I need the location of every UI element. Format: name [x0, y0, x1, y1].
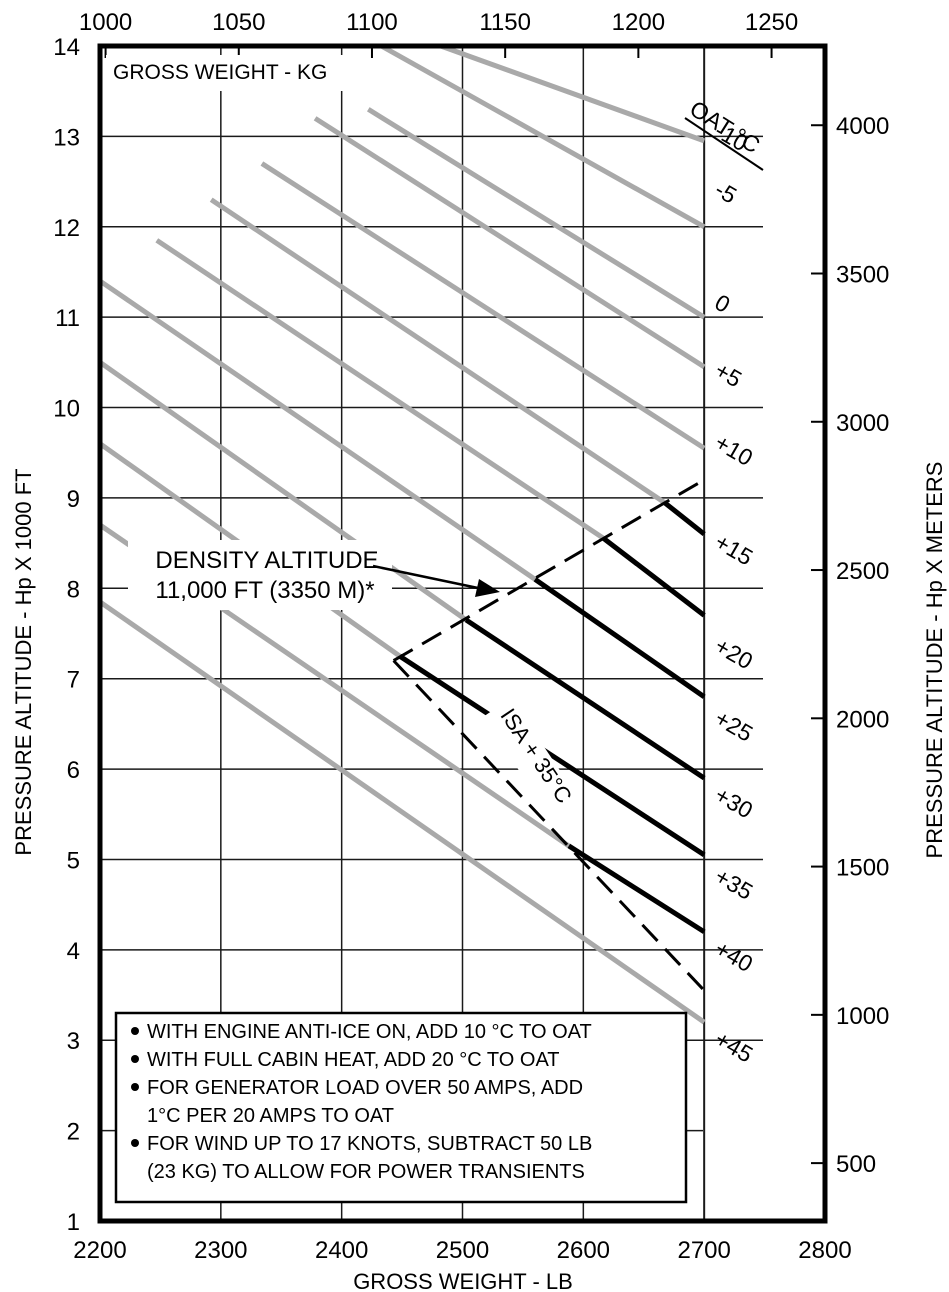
- y-tick-label: 3: [67, 1028, 80, 1055]
- oat-line: [98, 278, 537, 582]
- meter-tick-label: 4000: [836, 113, 889, 140]
- meter-tick-labels: 500 1000 1500 2000 2500 3000 3500 4000: [836, 113, 889, 1178]
- isa-label-bg: [482, 697, 581, 820]
- oat-line: [439, 43, 706, 144]
- meter-tick-label: 2000: [836, 706, 889, 733]
- x-tick-label: 2500: [436, 1237, 489, 1264]
- kg-tick-label: 1000: [79, 9, 132, 36]
- note-wind: FOR WIND UP TO 17 KNOTS, SUBTRACT 50 LB: [147, 1133, 592, 1155]
- plot-frame: [97, 43, 828, 1224]
- density-altitude-value: 11,000 FT (3350 M)*: [155, 577, 374, 604]
- oat-line-bold: [602, 536, 706, 618]
- note-bullet: [131, 1083, 139, 1091]
- note-generator-load: FOR GENERATOR LOAD OVER 50 AMPS, ADD: [147, 1077, 583, 1099]
- oat-line: [209, 197, 666, 505]
- y-tick-label: 12: [53, 215, 80, 242]
- x-tick-label: 2800: [798, 1237, 851, 1264]
- oat-line: [260, 161, 706, 451]
- y-tick-label: 1: [67, 1209, 80, 1236]
- meter-tick-label: 500: [836, 1151, 876, 1178]
- kg-tick-label: 1050: [212, 9, 265, 36]
- y-tick-label: 7: [67, 667, 80, 694]
- meter-tick-label: 3500: [836, 262, 889, 289]
- meter-tick-label: 2500: [836, 558, 889, 585]
- density-altitude-arrowhead: [475, 579, 500, 597]
- oat-line: [366, 107, 706, 320]
- x-tick-labels: 2200 2300 2400 2500 2600 2700 2800: [73, 1237, 851, 1264]
- density-altitude-line: [392, 478, 705, 662]
- kg-title-bg: [106, 55, 366, 91]
- isa-plus-35-line: [392, 659, 706, 992]
- oat-line: [98, 599, 706, 1025]
- oat-line-bold: [662, 500, 706, 537]
- y-tick-label: 6: [67, 757, 80, 784]
- note-bullet: [131, 1139, 139, 1147]
- y-tick-label: 9: [67, 486, 80, 513]
- y-axis-title: PRESSURE ALTITUDE - Hp X 1000 FT: [11, 468, 36, 855]
- kg-tick-labels: 1000 1050 1100 1150 1200 1250: [79, 9, 798, 36]
- meter-tick-label: 3000: [836, 410, 889, 437]
- x-axis-title: GROSS WEIGHT - LB: [353, 1269, 573, 1292]
- oat-line-bold: [567, 843, 706, 934]
- oat-line-bold: [533, 577, 706, 699]
- oat-line: [98, 360, 468, 622]
- x-tick-label: 2700: [677, 1237, 730, 1264]
- note-cabin-heat: WITH FULL CABIN HEAT, ADD 20 °C TO OAT: [147, 1049, 560, 1071]
- y2-axis-title: PRESSURE ALTITUDE - Hp X METERS: [922, 462, 947, 859]
- note-anti-ice: WITH ENGINE ANTI-ICE ON, ADD 10 °C TO OA…: [147, 1021, 592, 1043]
- oat-line-bold: [398, 654, 706, 857]
- density-altitude-annotation: DENSITY ALTITUDE 11,000 FT (3350 M)*: [128, 540, 500, 610]
- note-wind-cont: (23 KG) TO ALLOW FOR POWER TRANSIENTS: [147, 1161, 585, 1183]
- oat-line: [380, 43, 706, 229]
- y-tick-label: 10: [53, 396, 80, 423]
- density-altitude-bg: [128, 540, 392, 610]
- y-tick-label: 2: [67, 1119, 80, 1146]
- y-tick-label: 5: [67, 847, 80, 874]
- y-tick-label: 4: [67, 938, 80, 965]
- kg-axis-title: GROSS WEIGHT - KG: [113, 61, 327, 84]
- dashed-lines: [392, 478, 706, 992]
- kg-tick-label: 1250: [745, 9, 798, 36]
- density-altitude-label: DENSITY ALTITUDE: [155, 547, 378, 574]
- note-bullet: [131, 1027, 139, 1035]
- y-tick-label: 8: [67, 576, 80, 603]
- meter-tick-label: 1500: [836, 855, 889, 882]
- notes-box: WITH ENGINE ANTI-ICE ON, ADD 10 °C TO OA…: [114, 1011, 688, 1204]
- kg-tick-label: 1150: [479, 9, 531, 36]
- kg-tick-label: 1200: [612, 9, 665, 36]
- x-tick-label: 2300: [194, 1237, 247, 1264]
- y-tick-label: 11: [55, 305, 80, 332]
- y-tick-label: 13: [53, 124, 80, 151]
- oat-line: [313, 116, 706, 370]
- oat-line-bold: [464, 617, 706, 781]
- density-altitude-arrow: [372, 564, 479, 590]
- y-tick-label: 14: [53, 34, 80, 61]
- oat-line: [155, 238, 606, 541]
- legend-title-underline: [684, 117, 764, 171]
- note-generator-load-cont: 1°C PER 20 AMPS TO OAT: [147, 1105, 394, 1127]
- kg-tick-label: 1100: [346, 9, 398, 36]
- notes-frame: [114, 1011, 688, 1204]
- x-tick-label: 2400: [315, 1237, 368, 1264]
- x-tick-label: 2600: [557, 1237, 610, 1264]
- x-tick-label: 2200: [73, 1237, 126, 1264]
- note-bullet: [131, 1055, 139, 1063]
- grid: [100, 46, 825, 1221]
- meter-tick-label: 1000: [836, 1003, 889, 1030]
